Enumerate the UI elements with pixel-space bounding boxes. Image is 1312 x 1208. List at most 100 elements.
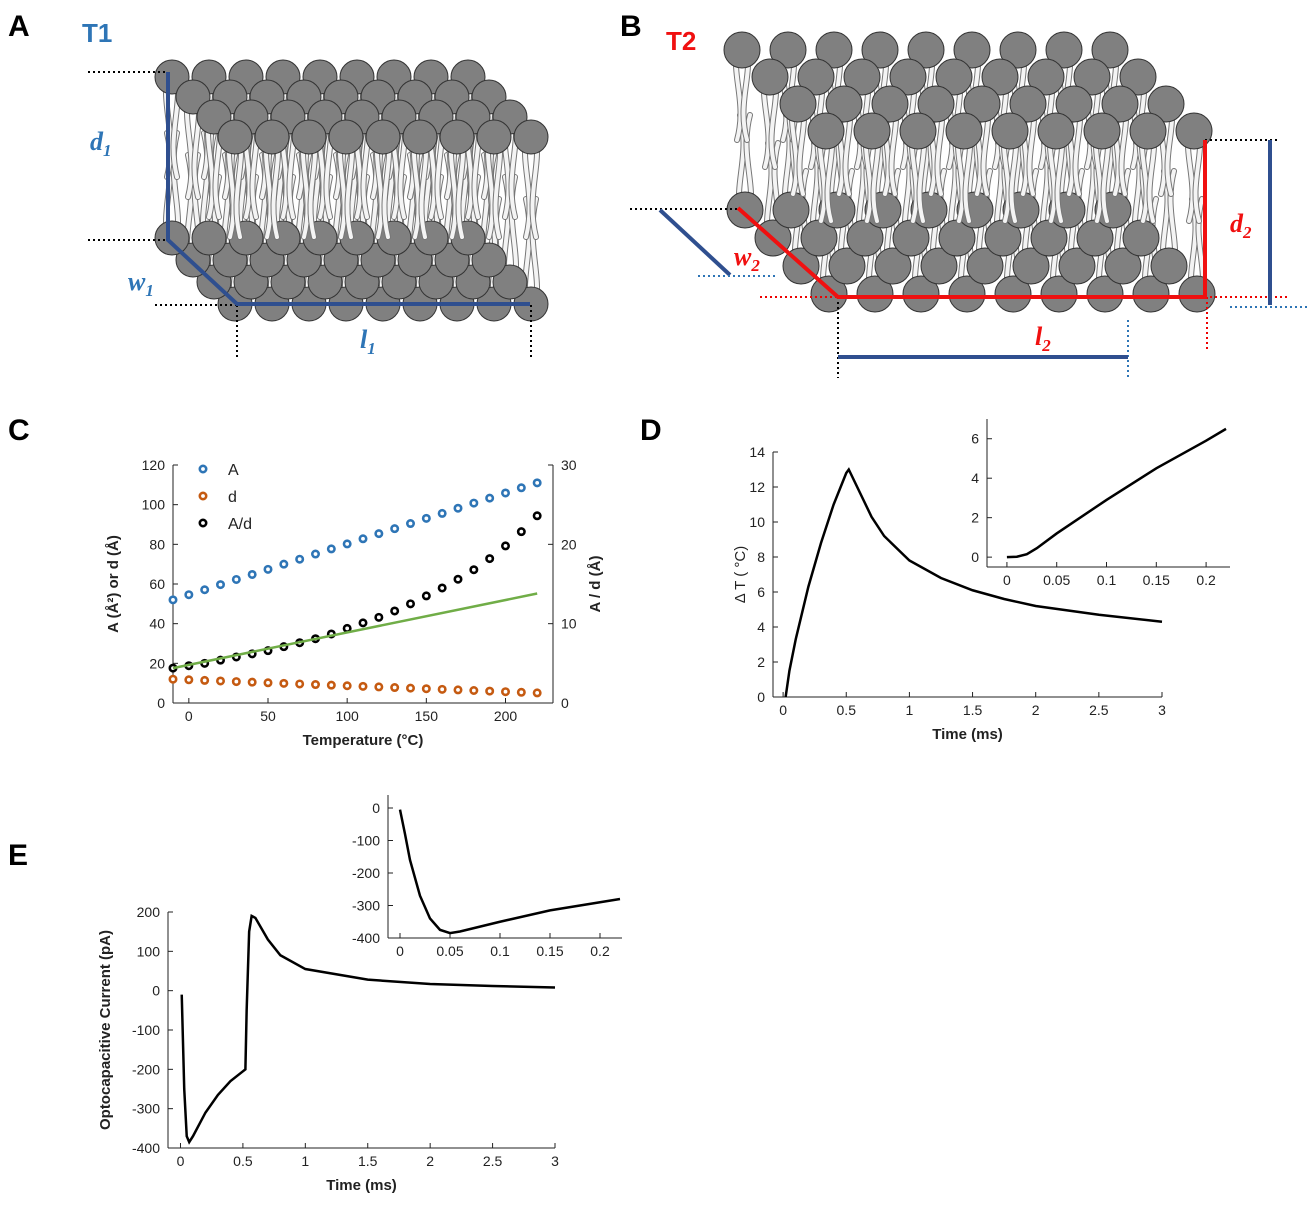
x-tick-label: 0.15 (1143, 572, 1170, 588)
lipid-head (825, 85, 863, 123)
point (453, 574, 463, 584)
lipid-head (492, 264, 528, 300)
point (374, 682, 384, 692)
y-tick-label: 80 (149, 536, 165, 552)
y-tick-label: -100 (132, 1022, 160, 1038)
lipid-head (999, 31, 1037, 69)
point (342, 539, 352, 549)
lipid-head (874, 247, 912, 285)
x-tick-label: 200 (494, 708, 518, 724)
point (453, 685, 463, 695)
lipid-head (439, 119, 475, 155)
lipid-head (1083, 112, 1121, 150)
subscript: 2 (1041, 336, 1051, 355)
point (310, 549, 320, 559)
x-tick-label: 2 (1032, 702, 1040, 718)
line (398, 809, 621, 935)
y-tick-label: -200 (352, 865, 380, 881)
point (516, 483, 526, 493)
x-tick-label: 0.2 (1196, 572, 1216, 588)
legend-marker (198, 464, 208, 474)
lipid-head (815, 31, 853, 69)
x-tick-label: 0.05 (1043, 572, 1070, 588)
point (437, 684, 447, 694)
symbol: l (360, 325, 368, 354)
lipid-head (769, 31, 807, 69)
y2-tick-label: 30 (561, 457, 577, 473)
dimension-label: w1 (128, 267, 154, 300)
x-tick-label: 1 (906, 702, 914, 718)
point (295, 679, 305, 689)
symbol: w (734, 242, 752, 271)
x-axis-label: Time (ms) (932, 726, 1003, 743)
point (231, 677, 241, 687)
point (469, 498, 479, 508)
y-axis-label: Δ T ( °C) (732, 546, 749, 603)
x-axis-label: Time (ms) (326, 1177, 397, 1194)
lipid-head (843, 58, 881, 96)
point (374, 529, 384, 539)
y-tick-label: 100 (137, 943, 161, 959)
point (390, 683, 400, 693)
point (500, 687, 510, 697)
chart: 0 0.05 0.1 0.15 0.2 0 2 4 6 (971, 419, 1230, 588)
y-tick-label: -100 (352, 833, 380, 849)
lipid-head (1150, 247, 1188, 285)
lipid-head (963, 85, 1001, 123)
point (421, 684, 431, 694)
lipid-head (853, 112, 891, 150)
point (200, 585, 210, 595)
point (247, 569, 257, 579)
point (200, 675, 210, 685)
lipid-head (1122, 219, 1160, 257)
x-axis-label: Temperature (°C) (303, 732, 424, 749)
y2-tick-label: 0 (561, 695, 569, 711)
diagram-title: T2 (666, 26, 696, 56)
x-tick-label: 1.5 (963, 702, 983, 718)
y-tick-label: 200 (137, 904, 161, 920)
lipid-head (1027, 58, 1065, 96)
lipid-head (1045, 31, 1083, 69)
dimension-label: d1 (90, 127, 112, 160)
lipid-head (1040, 275, 1078, 313)
symbol: d (90, 127, 104, 156)
lipid-head (807, 112, 845, 150)
point (263, 678, 273, 688)
symbol: w (128, 267, 146, 296)
x-tick-label: 1.5 (358, 1153, 378, 1169)
lipid-head (1091, 31, 1129, 69)
x-tick-label: 0 (779, 702, 787, 718)
y-tick-label: -400 (132, 1140, 160, 1156)
lipid-head (871, 85, 909, 123)
point (184, 590, 194, 600)
x-tick-label: 2.5 (1089, 702, 1109, 718)
lipid-head (948, 275, 986, 313)
point (358, 681, 368, 691)
x-tick-label: 150 (415, 708, 439, 724)
lipid-head (1104, 247, 1142, 285)
lipid-head (291, 119, 327, 155)
y-axis-label: Optocapacitive Current (pA) (97, 930, 114, 1130)
point (485, 554, 495, 564)
x-tick-label: 0.15 (536, 943, 563, 959)
dimension-label: w2 (734, 242, 760, 275)
line (784, 467, 1163, 698)
x-tick-label: 0 (1003, 572, 1011, 588)
y-tick-label: 12 (749, 479, 765, 495)
lipid-head (471, 242, 507, 278)
point (168, 595, 178, 605)
lipid-head (513, 119, 549, 155)
x-tick-label: 50 (260, 708, 276, 724)
point (405, 599, 415, 609)
point (421, 591, 431, 601)
point (184, 675, 194, 685)
point (485, 493, 495, 503)
point (279, 678, 289, 688)
lipid-head (365, 119, 401, 155)
point (342, 681, 352, 691)
lipid-head (1132, 275, 1170, 313)
panel-label: C (8, 414, 30, 447)
lipid-head (889, 58, 927, 96)
chart: 0 50 100 150 200 0 20 40 60 80 100 120 0 10 20 30 Temper… (105, 457, 604, 749)
dimension-label: d2 (1230, 209, 1252, 242)
